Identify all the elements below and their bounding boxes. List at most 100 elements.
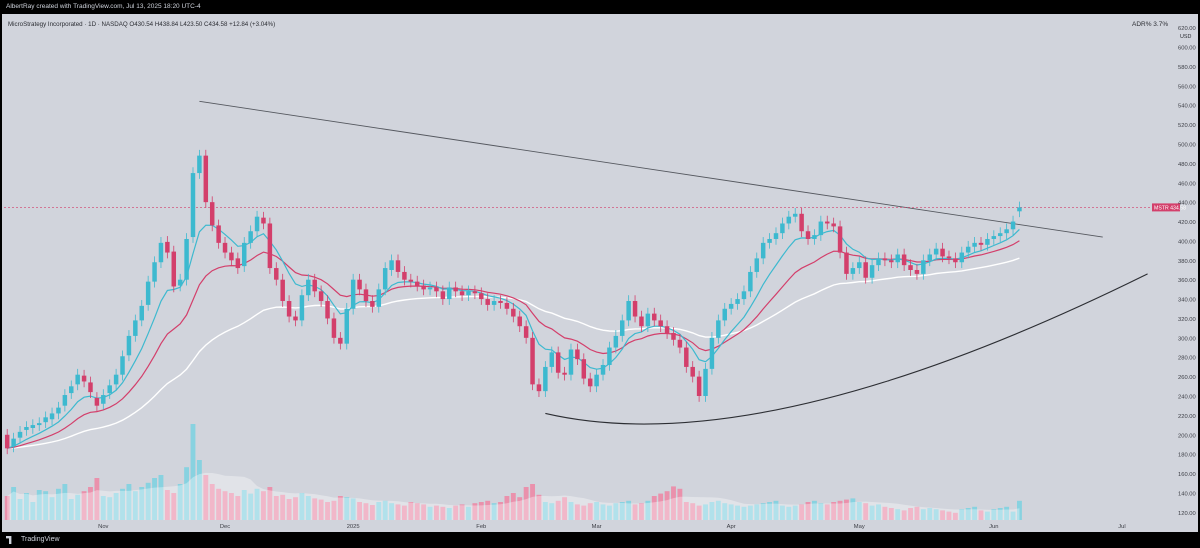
candle-body <box>831 223 836 227</box>
candle-body <box>671 333 676 340</box>
candle-body <box>927 254 932 261</box>
candle-body <box>792 213 798 217</box>
volume-bar <box>510 493 516 520</box>
candle-body <box>639 316 644 327</box>
x-tick-label: Mar <box>592 524 602 530</box>
candle-body <box>523 326 529 338</box>
volume-bar <box>606 505 612 520</box>
candle-body <box>267 223 273 269</box>
volume-bar <box>248 493 254 520</box>
volume-bar <box>196 460 202 520</box>
candle-body <box>517 316 522 327</box>
candle-body <box>837 226 843 253</box>
volume-bar <box>190 424 196 520</box>
volume-bar <box>36 490 42 520</box>
currency-label: USD <box>1180 34 1191 40</box>
candle-body <box>485 299 490 305</box>
volume-bar <box>357 502 363 520</box>
volume-bar <box>542 502 548 520</box>
candle-body <box>754 258 760 272</box>
candle-body <box>376 289 382 307</box>
volume-bar <box>113 493 119 520</box>
volume-bar <box>395 504 401 520</box>
candle-body <box>760 242 766 259</box>
volume-bar <box>152 478 157 520</box>
candle-body <box>799 213 804 232</box>
volume-bar <box>991 509 997 520</box>
volume-bar <box>920 509 926 520</box>
candle-body <box>690 366 695 377</box>
candle-body <box>453 287 458 292</box>
volume-bar <box>965 508 971 520</box>
x-tick-label: May <box>854 524 865 530</box>
candle-body <box>203 155 209 203</box>
candle-body <box>24 427 29 430</box>
volume-bar <box>613 503 619 520</box>
candle-body <box>940 248 945 257</box>
resistance-trendline <box>199 100 1103 238</box>
volume-bar <box>811 500 817 520</box>
cup-arc-line <box>545 273 1148 425</box>
volume-bar <box>305 496 311 520</box>
candle-body <box>985 238 990 245</box>
candle-body <box>363 289 369 302</box>
candle-body <box>408 279 414 282</box>
volume-bar <box>773 500 779 520</box>
chart-panel[interactable]: 120.00 140.00 160.00 180.00 200.00 220.00 240.… <box>2 14 1198 532</box>
header-caption: AlbertRay created with TradingView.com, … <box>6 3 201 10</box>
volume-bar <box>594 502 600 520</box>
volume-bar <box>440 506 446 520</box>
candle-body <box>901 254 907 266</box>
volume-bar <box>280 494 286 520</box>
volume-bar <box>376 502 382 520</box>
candle-body <box>306 279 311 296</box>
volume-bar <box>805 502 811 520</box>
y-tick-label: 340.00 <box>1178 298 1196 304</box>
volume-bar <box>216 488 222 520</box>
volume-bar <box>293 497 298 520</box>
candle-body <box>997 233 1003 237</box>
candle-body <box>235 258 241 269</box>
volume-bar <box>184 467 190 520</box>
y-tick-label: 380.00 <box>1178 259 1196 265</box>
volume-bar <box>747 505 753 520</box>
candle-body <box>17 431 23 438</box>
volume-bar <box>17 499 23 520</box>
y-tick-label: 240.00 <box>1178 395 1196 401</box>
candle-body <box>594 374 599 387</box>
candle-body <box>978 242 984 245</box>
volume-bar <box>530 484 535 520</box>
candle-body <box>946 256 952 259</box>
y-tick-label: 500.00 <box>1178 143 1196 149</box>
volume-bar <box>312 498 318 520</box>
volume-bar <box>132 491 138 520</box>
volume-bar <box>536 494 542 520</box>
volume-bar <box>856 502 862 520</box>
volume-bar <box>715 500 721 520</box>
candle-body <box>972 242 977 247</box>
volume-bar <box>120 488 125 520</box>
volume-bar <box>831 502 837 520</box>
volume-bar <box>446 508 452 520</box>
volume-bar <box>241 490 247 520</box>
candle-body <box>49 413 55 420</box>
candle-body <box>933 248 939 255</box>
volume-bar <box>997 508 1003 520</box>
candle-body <box>645 313 651 327</box>
candle-body <box>716 320 721 338</box>
volume-bar <box>952 512 958 520</box>
candle-body <box>889 260 894 263</box>
candle-body <box>466 291 471 296</box>
candle-body <box>434 287 439 292</box>
volume-bar <box>491 503 497 520</box>
candle-body <box>94 397 100 406</box>
candle-body <box>165 241 170 253</box>
y-tick-label: 260.00 <box>1178 375 1196 381</box>
candlestick-chart[interactable]: 120.00 140.00 160.00 180.00 200.00 220.00 240.… <box>2 14 1198 532</box>
volume-bar <box>876 504 881 520</box>
candle-body <box>562 372 567 375</box>
volume-bar <box>427 506 433 520</box>
candle-body <box>1017 207 1022 212</box>
candle-body <box>158 242 164 263</box>
candle-body <box>530 337 535 385</box>
